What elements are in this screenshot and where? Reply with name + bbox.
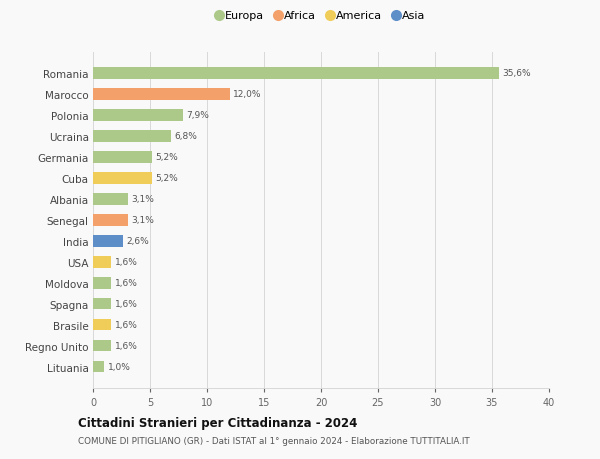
Bar (93, 340, 111, 352)
Bar (93, 319, 111, 331)
Text: 1,6%: 1,6% (115, 300, 137, 308)
Text: 1,0%: 1,0% (108, 362, 131, 371)
Text: 6,8%: 6,8% (174, 132, 197, 141)
Bar (93, 214, 128, 226)
Text: Cittadini Stranieri per Cittadinanza - 2024: Cittadini Stranieri per Cittadinanza - 2… (78, 416, 358, 429)
Text: 12,0%: 12,0% (233, 90, 262, 99)
Bar (93, 152, 152, 163)
Text: 3,1%: 3,1% (132, 216, 155, 225)
Text: COMUNE DI PITIGLIANO (GR) - Dati ISTAT al 1° gennaio 2024 - Elaborazione TUTTITA: COMUNE DI PITIGLIANO (GR) - Dati ISTAT a… (78, 436, 470, 445)
Text: 3,1%: 3,1% (132, 195, 155, 204)
Bar (93, 194, 128, 205)
Text: 1,6%: 1,6% (115, 320, 137, 330)
Bar (93, 68, 499, 79)
Text: 1,6%: 1,6% (115, 257, 137, 267)
Bar (93, 235, 122, 247)
Bar (93, 110, 183, 121)
Bar (93, 298, 111, 310)
Text: 1,6%: 1,6% (115, 341, 137, 350)
Text: 1,6%: 1,6% (115, 279, 137, 288)
Bar (93, 173, 152, 184)
Text: 2,6%: 2,6% (126, 237, 149, 246)
Text: 7,9%: 7,9% (187, 111, 209, 120)
Bar (93, 257, 111, 268)
Text: 35,6%: 35,6% (502, 69, 531, 78)
Text: 5,2%: 5,2% (156, 174, 178, 183)
Legend: Europa, Africa, America, Asia: Europa, Africa, America, Asia (216, 11, 426, 22)
Bar (93, 361, 104, 373)
Bar (93, 277, 111, 289)
Text: 5,2%: 5,2% (156, 153, 178, 162)
Bar (93, 89, 230, 101)
Bar (93, 131, 170, 142)
